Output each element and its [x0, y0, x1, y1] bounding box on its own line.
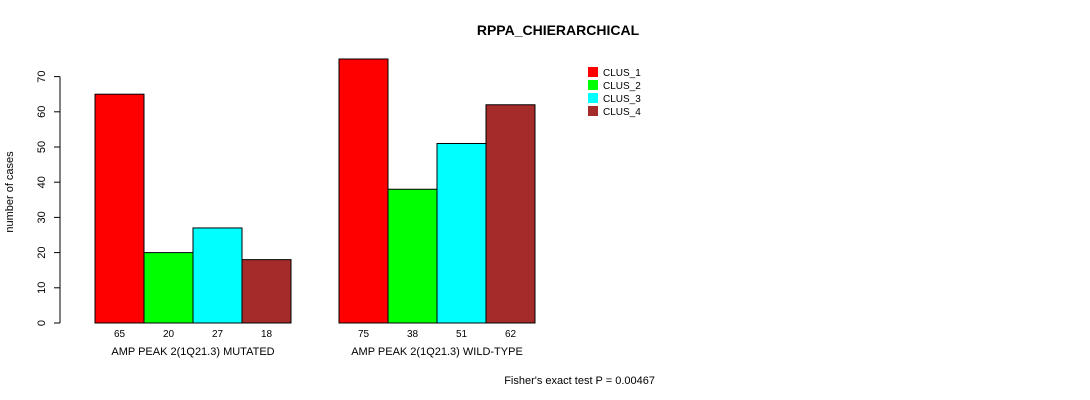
y-tick-label: 20	[36, 246, 48, 258]
bar-clus-3-group-1	[192, 227, 243, 324]
legend-swatch	[588, 80, 598, 90]
bar-value-label: 51	[456, 329, 468, 340]
y-tick-label: 60	[36, 106, 48, 118]
legend-label: CLUS_2	[603, 81, 641, 92]
bar-value-label: 18	[261, 329, 273, 340]
y-tick-label: 70	[36, 70, 48, 82]
legend: CLUS_1 CLUS_2 CLUS_3 CLUS_4	[588, 67, 641, 118]
bar-clus-4-group-2	[485, 104, 536, 324]
y-tick-label: 10	[36, 282, 48, 294]
legend-swatch	[588, 67, 598, 77]
legend-label: CLUS_1	[603, 68, 641, 79]
legend-swatch	[588, 106, 598, 116]
legend-label: CLUS_4	[603, 107, 641, 118]
value-labels: 65 20 27 18 75 38 51 62	[114, 329, 517, 340]
bar-clus-3-group-2	[436, 142, 487, 324]
y-axis: 0 10 20 30 40 50 60 70	[36, 70, 61, 326]
bar-value-label: 62	[505, 329, 517, 340]
bar-clus-1-group-1	[94, 93, 145, 324]
bar-value-label: 27	[212, 329, 224, 340]
y-tick-label: 0	[36, 320, 48, 326]
bar-clus-1-group-2	[338, 58, 389, 324]
bar-clus-4-group-1	[241, 259, 292, 324]
group-label: AMP PEAK 2(1Q21.3) MUTATED	[111, 346, 274, 358]
group-labels: AMP PEAK 2(1Q21.3) MUTATED AMP PEAK 2(1Q2…	[111, 346, 522, 358]
bar-value-label: 38	[407, 329, 419, 340]
bar-value-label: 65	[114, 329, 126, 340]
group-label: AMP PEAK 2(1Q21.3) WILD-TYPE	[351, 346, 523, 358]
y-tick-label: 40	[36, 176, 48, 188]
bar-value-label: 20	[163, 329, 175, 340]
fisher-test-annotation: Fisher's exact test P = 0.00467	[504, 375, 655, 387]
y-axis-label: number of cases	[4, 151, 16, 233]
bar-clus-2-group-1	[143, 252, 194, 324]
bar-value-label: 75	[358, 329, 370, 340]
bars	[94, 58, 536, 324]
bar-clus-2-group-2	[387, 188, 438, 324]
y-tick-label: 50	[36, 141, 48, 153]
y-tick-label: 30	[36, 211, 48, 223]
legend-swatch	[588, 93, 598, 103]
legend-label: CLUS_3	[603, 94, 641, 105]
chart-title: RPPA_CHIERARCHICAL	[477, 22, 640, 38]
